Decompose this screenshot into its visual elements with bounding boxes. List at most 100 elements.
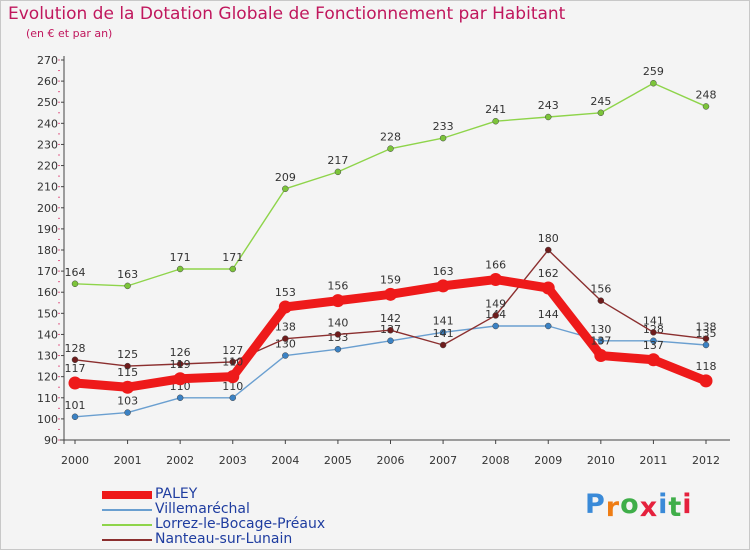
data-label: 137 [590,335,611,348]
x-tick-label: 2010 [587,454,615,467]
y-tick-label: 100 [37,413,58,426]
data-point [229,265,236,273]
data-point [492,117,499,125]
data-point [597,109,605,117]
data-label: 142 [380,312,401,325]
data-point [226,370,240,384]
data-point [331,294,345,308]
data-point [597,297,605,304]
data-point [71,413,79,421]
data-point [541,281,555,295]
data-label: 127 [222,344,243,357]
data-point [387,326,394,334]
x-tick-label: 2006 [377,454,405,467]
data-point [650,337,657,345]
data-label: 137 [643,339,664,352]
y-tick-label: 230 [37,138,58,151]
y-tick-label: 140 [37,328,58,341]
data-point [702,335,710,342]
y-tick-label: 200 [37,202,58,215]
data-label: 248 [696,88,717,101]
x-tick-label: 2001 [114,454,142,467]
data-point [71,280,79,288]
data-point [545,322,552,330]
series-nanteau-sur-lunain: 128 125 126 127 138 140 142 141 149 180 156 141 138 [65,232,717,370]
x-tick-label: 2003 [219,454,247,467]
y-tick-label: 190 [37,223,58,236]
data-point [489,273,503,287]
data-label: 156 [327,280,348,293]
data-point [282,335,289,342]
data-point [387,337,394,345]
data-point [650,79,657,87]
data-point [124,409,131,416]
data-point [278,300,292,314]
x-tick-label: 2000 [61,454,89,467]
legend-label: Villemaréchal [155,501,250,517]
data-point [699,374,713,388]
logo-letter: x [639,492,659,523]
legend-label: PALEY [155,486,198,502]
data-point [545,113,552,121]
legend-swatch [102,523,152,526]
proxiti-logo: Proxiti [585,489,693,523]
data-label: 110 [222,380,243,393]
data-label: 171 [222,251,243,264]
y-tick-label: 220 [37,160,58,173]
logo-letter: t [668,492,683,523]
legend-label: Lorrez-le-Bocage-Préaux [155,516,326,532]
y-tick-label: 130 [37,350,58,363]
data-label: 162 [538,267,559,280]
data-point [176,360,184,368]
data-point [650,329,657,336]
data-label: 241 [485,103,506,116]
data-label: 138 [275,321,296,334]
data-label: 110 [222,356,243,369]
data-label: 209 [275,171,296,184]
logo-letter: P [585,489,606,520]
data-label: 130 [590,323,611,336]
data-point [387,145,394,152]
data-point [124,362,131,370]
x-tick-label: 2009 [534,454,562,467]
data-label: 140 [327,316,348,329]
data-label: 163 [433,265,454,278]
y-tick-label: 110 [37,392,58,405]
data-label: 115 [117,366,138,379]
legend-item: Lorrez-le-Bocage-Préaux [102,516,422,532]
x-tick-label: 2007 [429,454,457,467]
data-point [176,265,184,273]
data-label: 163 [117,268,138,281]
data-point [124,282,131,290]
data-point [436,279,450,293]
data-point [646,353,660,367]
x-tick-label: 2004 [271,454,299,467]
x-tick-label: 2012 [692,454,720,467]
data-point [229,358,236,366]
data-point [68,376,82,390]
legend-swatch [102,538,152,541]
data-point [121,380,135,394]
x-tick-label: 2002 [166,454,194,467]
data-label: 156 [590,283,611,296]
legend-item: PALEY [102,486,422,502]
legend-item: Villemaréchal [102,501,422,517]
data-point [492,312,499,319]
data-point [439,134,447,142]
logo-letter: r [605,492,621,523]
legend-item: Nanteau-sur-Lunain [102,531,422,547]
data-label: 217 [327,154,348,167]
y-tick-label: 260 [37,75,58,88]
y-tick-label: 180 [37,244,58,257]
data-point [229,394,236,402]
data-label: 141 [433,327,454,340]
data-point [334,345,342,353]
x-tick-label: 2008 [482,454,510,467]
data-point [702,341,710,349]
data-label: 166 [485,259,506,272]
series-villemar-chal: 101103110110130133137141144144130128135 [65,308,717,421]
logo-letter: i [658,489,669,520]
y-tick-label: 90 [44,434,58,447]
